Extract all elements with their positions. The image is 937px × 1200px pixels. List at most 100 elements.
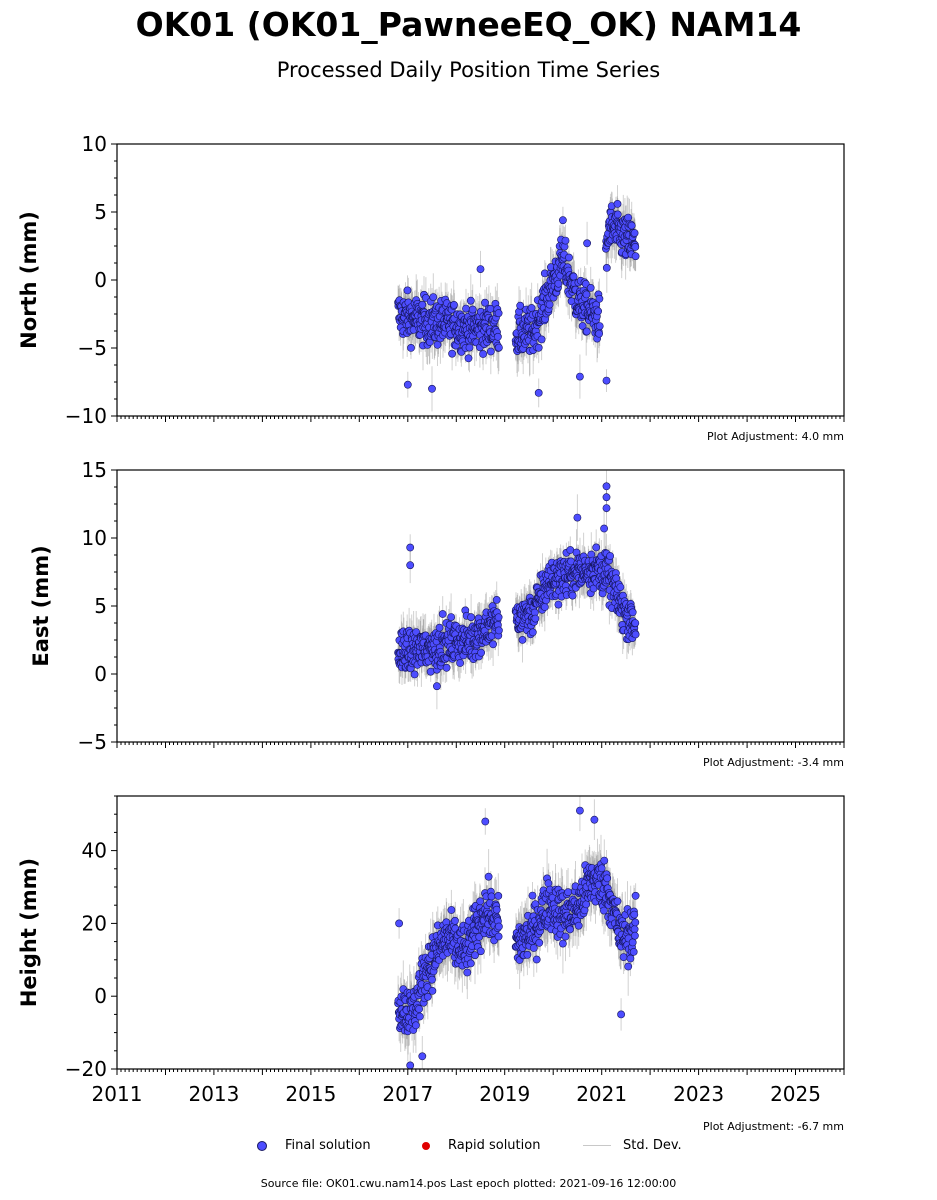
x-tick-label: 2015 bbox=[285, 1082, 336, 1106]
data-point bbox=[486, 347, 495, 356]
y-tick-label: 10 bbox=[82, 526, 107, 550]
x-tick-label: 2025 bbox=[770, 1082, 821, 1106]
y-tick-label: 0 bbox=[94, 662, 107, 686]
x-tick-label: 2017 bbox=[382, 1082, 433, 1106]
data-point bbox=[464, 354, 473, 363]
data-point bbox=[534, 343, 543, 352]
data-point bbox=[410, 670, 419, 679]
data-point bbox=[603, 874, 612, 883]
data-point bbox=[582, 900, 591, 909]
plot-adjustment-note: Plot Adjustment: -6.7 mm bbox=[703, 1120, 844, 1133]
data-point bbox=[564, 888, 572, 897]
y-tick-label: 10 bbox=[82, 132, 107, 156]
data-point bbox=[613, 199, 622, 208]
legend-final-label: Final solution bbox=[285, 1138, 371, 1153]
plot-adjustment-note: Plot Adjustment: 4.0 mm bbox=[707, 430, 844, 443]
data-point bbox=[573, 513, 582, 522]
data-point bbox=[493, 332, 502, 341]
x-ticks bbox=[116, 742, 845, 748]
data-point bbox=[629, 948, 638, 956]
data-point bbox=[415, 1012, 424, 1021]
data-point bbox=[606, 552, 614, 560]
data-point bbox=[406, 561, 415, 570]
data-point bbox=[630, 229, 639, 237]
chart-title: OK01 (OK01_PawneeEQ_OK) NAM14 bbox=[135, 5, 802, 44]
x-ticks bbox=[116, 416, 845, 422]
data-point bbox=[569, 272, 578, 281]
data-point bbox=[466, 296, 475, 305]
legend: Final solution Rapid solution Std. Dev. bbox=[0, 1138, 937, 1158]
x-tick-label: 2011 bbox=[92, 1082, 143, 1106]
panel-0 bbox=[116, 143, 845, 422]
data-point bbox=[565, 253, 573, 262]
data-point bbox=[463, 968, 472, 977]
data-point bbox=[602, 493, 611, 502]
data-point bbox=[476, 947, 485, 956]
y-tick-label: −20 bbox=[65, 1057, 107, 1081]
data-point bbox=[566, 925, 574, 934]
data-point bbox=[429, 293, 438, 301]
data-point bbox=[600, 906, 608, 915]
data-point bbox=[583, 239, 591, 248]
data-point bbox=[602, 504, 611, 512]
data-point bbox=[532, 955, 541, 964]
y-tick-label: 5 bbox=[94, 200, 107, 224]
data-point bbox=[471, 951, 479, 960]
data-point bbox=[631, 242, 640, 251]
data-point bbox=[428, 384, 436, 393]
final-solution-points bbox=[394, 806, 640, 1070]
data-point bbox=[576, 372, 584, 381]
data-point bbox=[528, 891, 537, 900]
data-point bbox=[468, 305, 477, 314]
plot-adjustment-note: Plot Adjustment: -3.4 mm bbox=[703, 756, 844, 769]
y-tick-label: 40 bbox=[82, 839, 107, 863]
data-point bbox=[628, 938, 637, 947]
data-point bbox=[616, 583, 625, 591]
data-point bbox=[479, 350, 487, 358]
data-point bbox=[600, 524, 608, 533]
data-point bbox=[628, 608, 637, 617]
data-point bbox=[492, 905, 501, 914]
std-dev-line-icon bbox=[583, 1145, 611, 1146]
data-point bbox=[415, 1005, 423, 1013]
data-point bbox=[595, 294, 604, 303]
legend-stddev: Std. Dev. bbox=[583, 1138, 682, 1153]
data-point bbox=[487, 892, 496, 901]
data-point bbox=[537, 335, 546, 344]
data-point bbox=[554, 279, 563, 288]
data-point bbox=[602, 482, 611, 491]
legend-rapid: Rapid solution bbox=[422, 1138, 540, 1153]
data-point bbox=[516, 301, 525, 310]
data-point bbox=[450, 300, 458, 309]
data-point bbox=[438, 610, 447, 618]
y-tick-label: −5 bbox=[78, 336, 107, 360]
data-point bbox=[494, 892, 503, 900]
panel-2 bbox=[116, 795, 845, 1075]
data-point bbox=[432, 682, 441, 691]
data-point bbox=[586, 283, 595, 292]
data-point bbox=[624, 962, 633, 971]
data-point bbox=[403, 380, 412, 389]
data-point bbox=[568, 591, 577, 600]
data-point bbox=[561, 932, 570, 941]
y-tick-label: 20 bbox=[82, 911, 107, 935]
panel-1 bbox=[116, 469, 845, 748]
final-solution-points bbox=[394, 482, 640, 691]
data-point bbox=[631, 619, 640, 627]
data-point bbox=[518, 636, 527, 644]
data-point bbox=[456, 659, 464, 667]
data-point bbox=[481, 298, 489, 307]
data-point bbox=[523, 950, 532, 959]
data-point bbox=[492, 596, 501, 604]
data-point bbox=[476, 265, 485, 273]
data-point bbox=[466, 959, 475, 968]
data-point bbox=[631, 630, 640, 639]
data-point bbox=[534, 388, 543, 397]
data-point bbox=[447, 906, 456, 914]
x-tick-label: 2019 bbox=[479, 1082, 530, 1106]
data-point bbox=[481, 817, 490, 826]
data-point bbox=[418, 1052, 427, 1061]
data-point bbox=[489, 640, 497, 649]
data-point bbox=[406, 543, 415, 552]
